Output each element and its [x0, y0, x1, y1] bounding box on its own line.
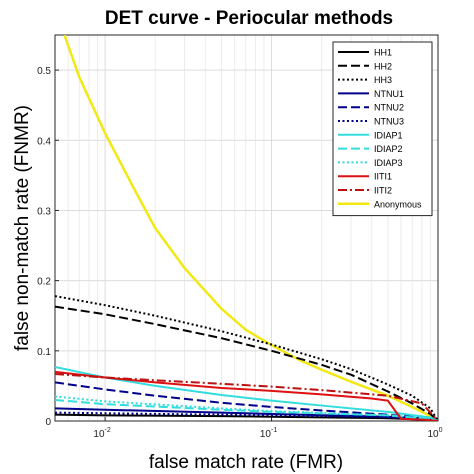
series-line-hh3: [55, 295, 438, 421]
legend-label-idiap2: IDIAP2: [374, 144, 403, 154]
legend-label-ntnu3: NTNU3: [374, 117, 404, 127]
legend-label-idiap1: IDIAP1: [374, 130, 403, 140]
series-lines: [55, 35, 438, 421]
legend-box: [332, 41, 433, 217]
x-tick-label: 10-2: [93, 427, 110, 440]
plot-area-frame: [54, 34, 439, 422]
x-tick-exponent: -2: [105, 427, 111, 434]
y-axis-label: false non-match rate (FNMR): [12, 105, 33, 351]
legend-label-iiti2: IITI2: [374, 186, 392, 196]
y-tick-label: 0: [45, 417, 51, 428]
legend-label-ntnu1: NTNU1: [374, 89, 404, 99]
legend-label-idiap3: IDIAP3: [374, 158, 403, 168]
x-tick-exponent: 0: [439, 427, 443, 434]
series-line-idiap1: [55, 365, 438, 421]
x-tick-label: 100: [427, 427, 442, 440]
legend-label-hh2: HH2: [374, 61, 392, 71]
legend: HH1 HH2 HH3 NTNU1 NTNU2 NTNU3 IDIAP1 IDIAP2 IDIA…: [332, 41, 433, 217]
series-line-iiti2: [55, 372, 438, 421]
legend-label-anonymous: Anonymous: [374, 199, 422, 209]
x-axis-label: false match rate (FMR): [149, 452, 343, 473]
series-line-hh2: [55, 305, 438, 421]
legend-label-hh3: HH3: [374, 75, 392, 85]
series-line-idiap3: [55, 395, 438, 421]
y-tick-label: 0.3: [37, 206, 51, 217]
x-tick-label: 10-1: [260, 427, 277, 440]
series-line-anonymous: [63, 35, 438, 421]
y-tick-label: 0.5: [37, 66, 51, 77]
y-tick-label: 0.1: [37, 347, 51, 358]
series-line-ntnu2: [55, 381, 438, 421]
y-tick-label: 0.4: [37, 136, 51, 147]
x-tick-exponent: -1: [271, 427, 277, 434]
legend-label-iiti1: IITI1: [374, 172, 392, 182]
legend-label-hh1: HH1: [374, 48, 392, 58]
chart-title: DET curve - Periocular methods: [105, 8, 393, 29]
legend-label-ntnu2: NTNU2: [374, 103, 404, 113]
series-line-iiti1: [55, 370, 438, 421]
y-tick-label: 0.2: [37, 277, 51, 288]
